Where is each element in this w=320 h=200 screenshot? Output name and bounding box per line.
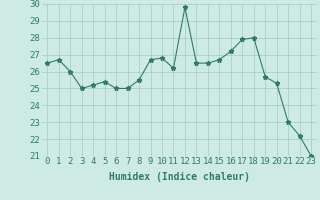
X-axis label: Humidex (Indice chaleur): Humidex (Indice chaleur) xyxy=(109,172,250,182)
